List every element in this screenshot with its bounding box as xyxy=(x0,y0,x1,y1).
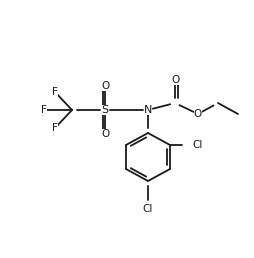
Text: Cl: Cl xyxy=(143,204,153,214)
Text: F: F xyxy=(52,87,58,97)
Text: O: O xyxy=(194,109,202,119)
Text: O: O xyxy=(171,75,179,85)
Text: O: O xyxy=(101,129,109,139)
Text: F: F xyxy=(41,105,47,115)
Text: N: N xyxy=(144,105,152,115)
Text: Cl: Cl xyxy=(192,140,202,150)
Text: F: F xyxy=(52,123,58,133)
Text: O: O xyxy=(101,81,109,91)
Text: S: S xyxy=(101,105,108,115)
